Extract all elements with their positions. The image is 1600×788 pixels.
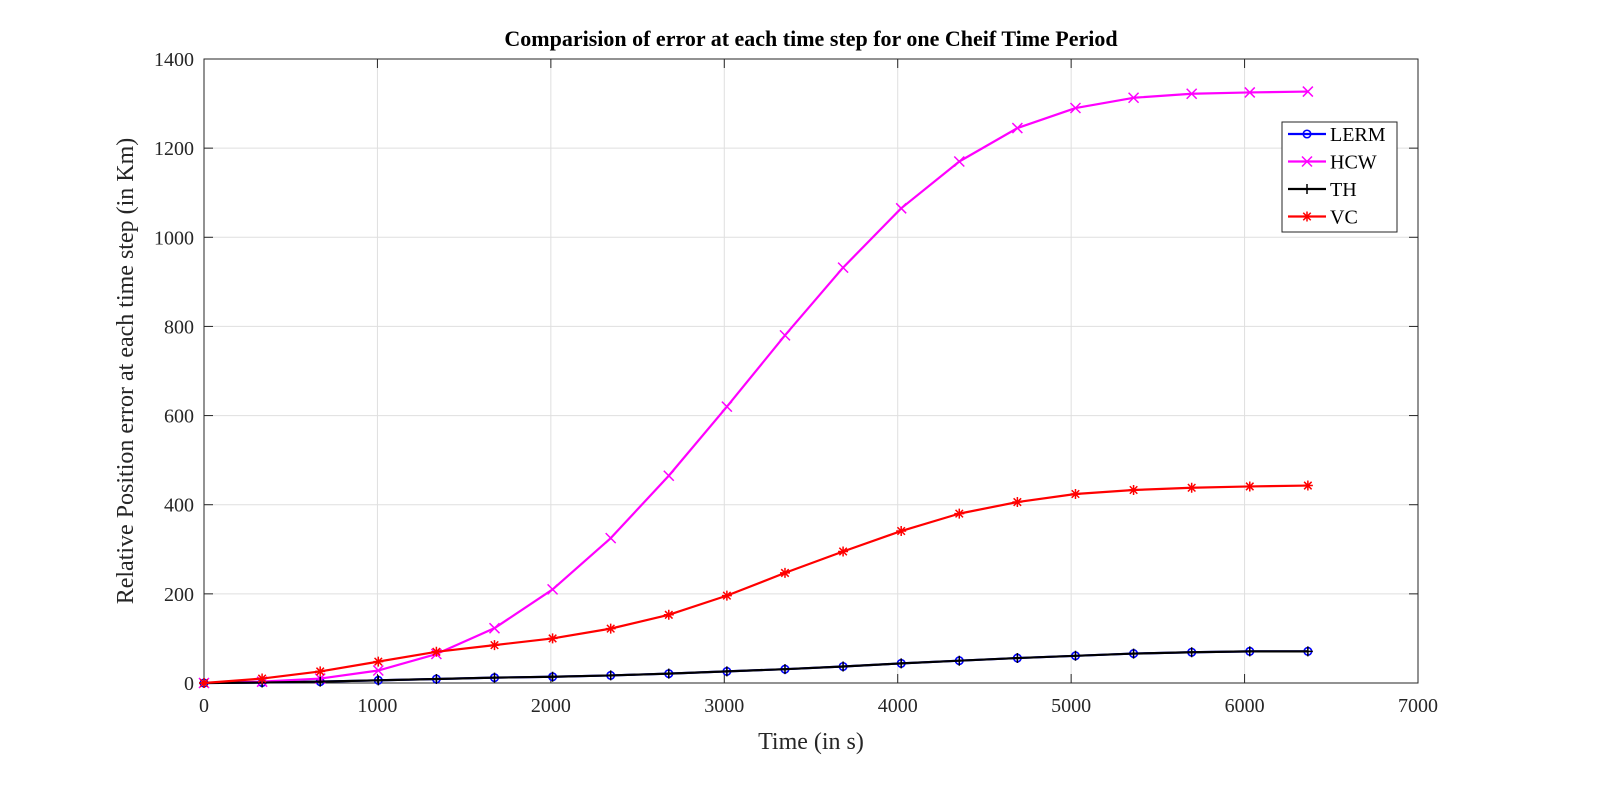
data-point-vc: [896, 526, 907, 537]
data-point-th: [489, 672, 500, 683]
data-point-th: [1244, 646, 1255, 657]
grid: [203, 58, 1419, 684]
x-tick-label: 1000: [357, 695, 397, 717]
data-point-vc: [663, 609, 674, 620]
legend-label: VC: [1330, 207, 1358, 229]
data-point-hcw: [837, 262, 849, 274]
data-point-th: [663, 668, 674, 679]
data-point-hcw: [1302, 86, 1314, 98]
x-tick-label: 4000: [878, 695, 918, 717]
data-point-hcw: [372, 664, 384, 677]
chart-title: Comparision of error at each time step f…: [504, 26, 1117, 51]
x-tick-label: 0: [199, 695, 209, 717]
y-tick-label: 0: [184, 673, 194, 695]
data-point-th: [1302, 646, 1313, 657]
data-point-th: [838, 661, 849, 672]
legend-label: HCW: [1330, 152, 1377, 174]
data-point-th: [779, 664, 790, 675]
legend-box: [1281, 121, 1398, 233]
data-point-vc: [779, 567, 790, 578]
data-point-th: [721, 666, 732, 677]
data-point-vc: [199, 678, 209, 688]
y-tick-label: 1000: [154, 227, 194, 249]
legend-item-lerm[interactable]: LERM: [1288, 124, 1386, 146]
y-tick-label: 1400: [154, 49, 194, 71]
x-axis-label: Time (in s): [758, 729, 864, 755]
series-line-vc: [203, 484, 1308, 685]
series-line-th: [203, 650, 1308, 685]
data-point-hcw: [779, 329, 791, 341]
legend-marker: [1302, 211, 1312, 222]
y-tick-label: 400: [164, 495, 194, 517]
y-axis-label: Relative Position error at each time ste…: [113, 138, 139, 605]
legend-label: LERM: [1330, 124, 1386, 146]
legend-item-hcw[interactable]: HCW: [1288, 152, 1377, 174]
data-point-hcw: [663, 470, 675, 482]
data-point-vc: [1070, 489, 1081, 500]
data-point-hcw: [488, 622, 501, 634]
x-tick-label: 6000: [1225, 695, 1265, 717]
legend-marker: [1302, 129, 1312, 139]
data-point-th: [373, 675, 384, 686]
data-point-hcw: [895, 202, 907, 214]
x-tick-label: 7000: [1398, 695, 1438, 717]
data-point-th: [315, 676, 326, 687]
legend-item-vc[interactable]: VC: [1288, 207, 1358, 229]
legend[interactable]: LERM HCW TH VC: [1281, 121, 1398, 233]
data-point-hcw: [605, 532, 617, 544]
legend-marker: [1302, 184, 1312, 194]
data-point-vc: [1244, 481, 1255, 492]
series-line-hcw: [203, 90, 1308, 685]
plot-area: [203, 58, 1419, 684]
series-vc: [199, 480, 1313, 688]
y-tick-label: 600: [164, 406, 194, 428]
data-point-vc: [489, 640, 500, 651]
data-point-vc: [954, 508, 965, 519]
y-tick-label: 200: [164, 584, 194, 606]
data-point-vc: [838, 546, 849, 557]
data-point-hcw: [721, 401, 733, 413]
data-point-vc: [721, 590, 732, 601]
legend-marker: [1301, 155, 1313, 168]
data-point-vc: [315, 666, 326, 677]
y-tick-label: 800: [164, 316, 194, 338]
x-tick-label: 2000: [531, 695, 571, 717]
data-point-hcw: [1128, 92, 1140, 104]
data-point-th: [1070, 650, 1081, 661]
data-point-hcw: [547, 583, 559, 595]
data-point-th: [1186, 647, 1197, 658]
data-point-vc: [1012, 497, 1023, 508]
data-point-vc: [1128, 485, 1139, 496]
axis-ticks: 0 1000 2000 3000 4000 5000 6000 7000 0 200 400 600 8…: [154, 49, 1438, 717]
data-point-th: [896, 658, 907, 669]
data-point-th: [605, 670, 616, 681]
y-tick-label: 1200: [154, 138, 194, 160]
data-point-vc: [605, 623, 616, 634]
data-point-th: [1128, 648, 1139, 659]
data-point-vc: [547, 633, 558, 644]
data-point-hcw: [1069, 102, 1082, 114]
data-point-th: [1012, 653, 1023, 664]
data-point-vc: [257, 673, 268, 684]
legend-item-th[interactable]: TH: [1288, 179, 1357, 201]
data-point-th: [431, 673, 442, 684]
data-point-vc: [431, 646, 442, 657]
x-tick-label: 5000: [1051, 695, 1091, 717]
data-point-hcw: [953, 155, 965, 168]
data-point-vc: [1186, 482, 1197, 493]
data-point-hcw: [1011, 122, 1023, 134]
data-point-hcw: [1244, 86, 1256, 98]
data-point-hcw: [1186, 88, 1198, 100]
data-point-th: [547, 671, 558, 682]
x-tick-label: 3000: [704, 695, 744, 717]
data-point-th: [954, 655, 965, 666]
series-lines: [198, 86, 1314, 689]
legend-label: TH: [1330, 179, 1357, 201]
data-point-vc: [373, 656, 384, 667]
data-point-vc: [1302, 480, 1313, 491]
